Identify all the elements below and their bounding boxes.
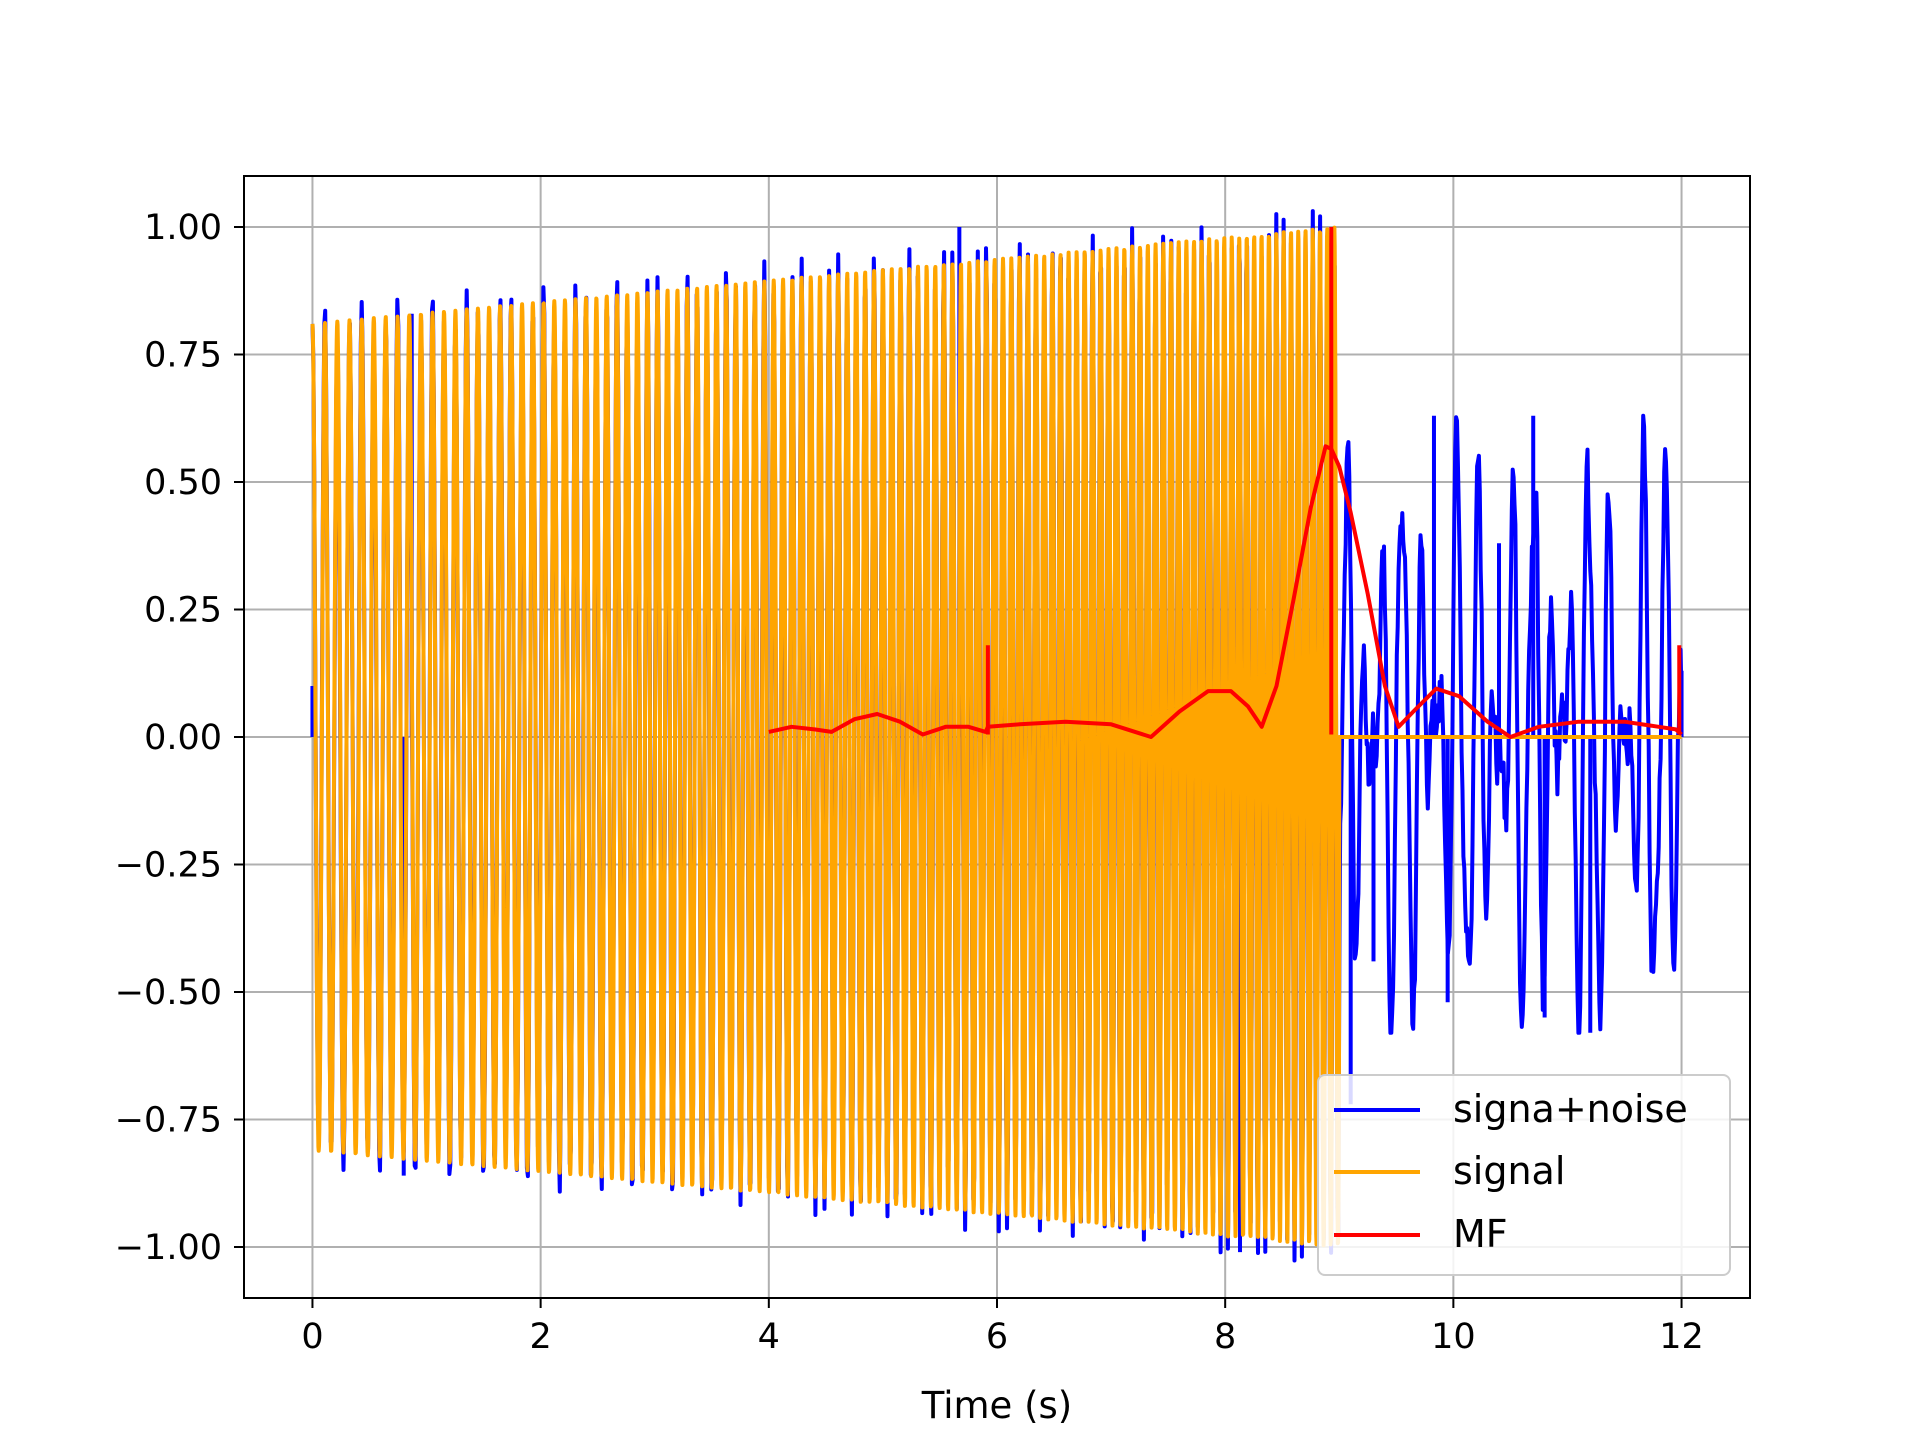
series-mf-line (768, 444, 1683, 739)
x-tick-label: 6 (986, 1317, 1008, 1357)
y-tick-label: −0.50 (115, 973, 222, 1013)
y-tick-label: −1.00 (115, 1228, 222, 1268)
y-tick-label: 0.00 (144, 718, 222, 758)
series-layer (310, 209, 1684, 1263)
x-tick-label: 0 (301, 1317, 323, 1357)
x-tick-label: 10 (1431, 1317, 1476, 1357)
y-tick-label: 0.25 (144, 591, 222, 631)
legend-label-signal: signal (1453, 1149, 1565, 1193)
legend-label-signal-noise: signa+noise (1453, 1087, 1688, 1131)
x-axis-label: Time (s) (921, 1384, 1072, 1427)
x-tick-label: 2 (529, 1317, 551, 1357)
series-signal-line (310, 225, 1682, 1248)
x-tick-label: 12 (1659, 1317, 1704, 1357)
y-tick-label: −0.75 (115, 1101, 222, 1141)
legend-label-mf: MF (1453, 1212, 1508, 1256)
y-tick-label: 0.50 (144, 463, 222, 503)
y-tick-label: 0.75 (144, 336, 222, 376)
x-tick-label: 8 (1214, 1317, 1236, 1357)
y-tick-label: −0.25 (115, 846, 222, 886)
legend-box (1317, 1074, 1731, 1276)
x-tick-label: 4 (758, 1317, 780, 1357)
legend: signa+noise signal MF (1317, 1074, 1731, 1276)
y-axis: −1.00 −0.75 −0.50 −0.25 0.00 0.25 0.50 0.75 1.00 (115, 208, 244, 1268)
x-axis: 0 2 4 6 8 10 12 (301, 1298, 1704, 1357)
y-tick-label: 1.00 (144, 208, 222, 248)
